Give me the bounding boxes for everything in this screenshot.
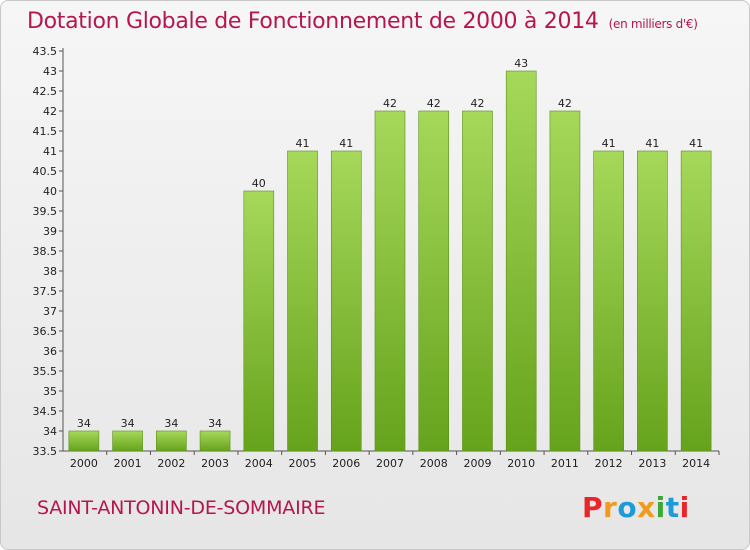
logo-letter: x	[637, 491, 656, 524]
data-label: 34	[208, 417, 222, 430]
bars	[68, 70, 712, 452]
logo-letter: i	[655, 491, 666, 524]
y-tick-label: 40	[43, 185, 57, 198]
x-tick-label: 2013	[638, 457, 666, 470]
data-label: 41	[339, 137, 353, 150]
data-label: 41	[645, 137, 659, 150]
x-tick-label: 2010	[507, 457, 535, 470]
bar-2005	[287, 150, 318, 452]
x-tick-label: 2014	[682, 457, 710, 470]
y-tick-label: 43	[43, 65, 57, 78]
y-tick-label: 37.5	[33, 285, 58, 298]
x-tick-label: 2000	[70, 457, 98, 470]
bar-2000	[68, 430, 100, 452]
title-text: Dotation Globale de Fonctionnement de 20…	[27, 9, 599, 34]
data-label: 42	[470, 97, 484, 110]
x-tick-label: 2005	[289, 457, 317, 470]
y-tick-label: 39.5	[33, 205, 58, 218]
bar-2014	[680, 150, 712, 452]
x-tick-label: 2008	[420, 457, 448, 470]
y-tick-label: 36	[43, 345, 57, 358]
y-tick-label: 35	[43, 385, 57, 398]
data-label: 42	[427, 97, 441, 110]
logo-letter: o	[617, 491, 638, 524]
bar-2007	[374, 110, 406, 452]
x-axis-ticks: 2000 2001 2002 2003 2004 2005 2006 2007 2008 2009…	[70, 451, 720, 470]
y-tick-label: 37	[43, 305, 57, 318]
bar-2006	[330, 150, 362, 452]
x-tick-label: 2003	[201, 457, 229, 470]
y-tick-label: 39	[43, 225, 57, 238]
x-tick-label: 2012	[595, 457, 623, 470]
y-tick-label: 36.5	[33, 325, 58, 338]
bar-2010	[505, 70, 537, 452]
data-label: 34	[77, 417, 91, 430]
y-tick-label: 33.5	[33, 445, 58, 458]
x-tick-label: 2006	[332, 457, 360, 470]
logo-letter: P	[582, 491, 604, 524]
bar-2003	[199, 430, 231, 452]
y-tick-label: 40.5	[33, 165, 58, 178]
y-tick-label: 41	[43, 145, 57, 158]
bar-2012	[593, 150, 624, 452]
data-label: 40	[252, 177, 266, 190]
y-tick-label: 42	[43, 105, 57, 118]
bar-2004	[243, 190, 275, 452]
data-label: 34	[121, 417, 135, 430]
chart-title: Dotation Globale de Fonctionnement de 20…	[27, 9, 698, 34]
unit-label: (en milliers d'€)	[608, 17, 698, 31]
bar-2013	[637, 150, 668, 452]
bar-2001	[112, 430, 143, 452]
data-label: 34	[164, 417, 178, 430]
y-tick-label: 34.5	[33, 405, 58, 418]
bar-2009	[462, 110, 493, 452]
logo-letter: r	[603, 491, 618, 524]
y-tick-label: 34	[43, 425, 57, 438]
logo-letter: i	[679, 491, 690, 524]
y-tick-label: 35.5	[33, 365, 58, 378]
proxiti-logo[interactable]: Proxiti	[582, 491, 690, 524]
commune-name: SAINT-ANTONIN-DE-SOMMAIRE	[37, 497, 326, 519]
data-label: 42	[383, 97, 397, 110]
y-tick-label: 41.5	[33, 125, 58, 138]
y-tick-label: 43.5	[33, 45, 58, 58]
x-tick-label: 2002	[157, 457, 185, 470]
x-tick-label: 2007	[376, 457, 404, 470]
y-axis-ticks: 33.5 34 34.5 35 35.5 36 36.5 37 37.5 38 38.5 39 39.5…	[33, 45, 63, 458]
y-tick-label: 38	[43, 265, 57, 278]
x-tick-label: 2004	[245, 457, 273, 470]
x-tick-label: 2011	[551, 457, 579, 470]
logo-letter: t	[665, 491, 680, 524]
data-label: 43	[514, 57, 528, 70]
data-label: 41	[602, 137, 616, 150]
data-label: 42	[558, 97, 572, 110]
bar-2011	[549, 110, 581, 452]
x-tick-label: 2009	[463, 457, 491, 470]
bar-2008	[418, 110, 450, 452]
data-label: 41	[689, 137, 703, 150]
y-tick-label: 38.5	[33, 245, 58, 258]
y-tick-label: 42.5	[33, 85, 58, 98]
data-label: 41	[296, 137, 310, 150]
x-tick-label: 2001	[114, 457, 142, 470]
data-labels: 34 34 34 34 40 41 41 42 42 42 43 42 41 41 41	[77, 57, 703, 430]
bar-2002	[156, 430, 187, 452]
